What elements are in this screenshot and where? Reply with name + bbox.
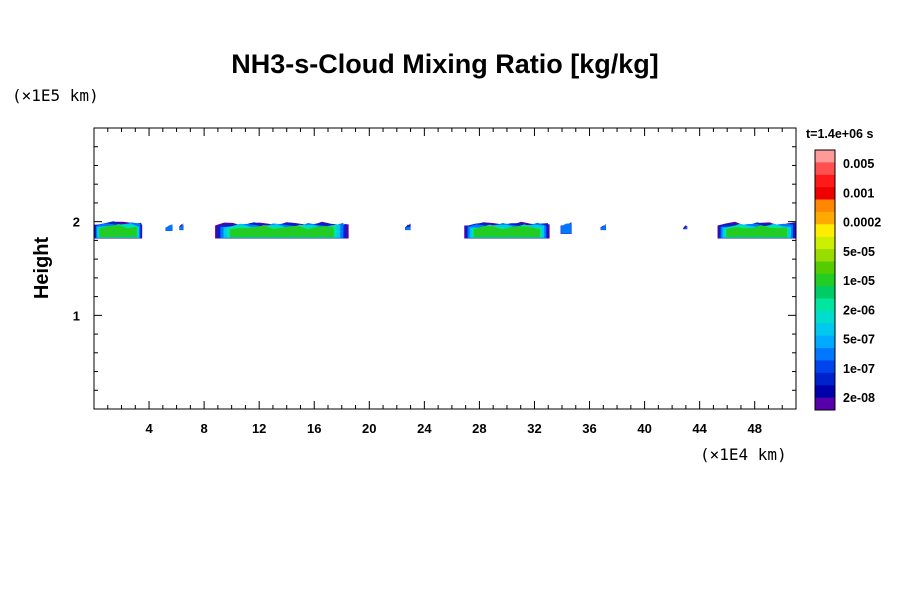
colorbar-swatch (815, 286, 835, 300)
colorbar-swatch (815, 385, 835, 399)
colorbar-swatch (815, 360, 835, 374)
cloud-segment (94, 221, 143, 239)
colorbar-swatch (815, 348, 835, 361)
x-tick-label: 16 (307, 421, 321, 436)
cloud-segment (165, 224, 173, 232)
x-tick-label: 32 (527, 421, 541, 436)
x-tick-label: 40 (637, 421, 651, 436)
x-unit-label: (×1E4 km) (700, 445, 787, 464)
colorbar-swatch (815, 150, 835, 163)
colorbar-swatch (815, 261, 835, 275)
x-tick-label: 28 (472, 421, 486, 436)
cloud-contour-band (165, 224, 173, 231)
colorbar-swatch (815, 372, 835, 386)
cloud-contour-band (473, 226, 541, 238)
time-label: t=1.4e+06 s (806, 127, 873, 141)
colorbar-label: 5e-05 (843, 245, 875, 259)
colorbar-swatch (815, 323, 835, 337)
cloud-segment (683, 225, 688, 230)
y-axis-label: Height (31, 237, 53, 300)
x-tick-label: 44 (692, 421, 707, 436)
cloud-contour-band (683, 225, 688, 230)
x-tick-label: 8 (201, 421, 208, 436)
cloud-contour-band (405, 226, 411, 230)
colorbar-label: 1e-05 (843, 274, 875, 288)
colorbar-label: 5e-07 (843, 333, 875, 347)
y-tick-label: 2 (73, 215, 80, 230)
colorbar-label: 0.0002 (843, 216, 881, 230)
cloud-contour-band (99, 225, 137, 238)
cloud-segment (215, 221, 349, 239)
colorbar-label: 1e-07 (843, 362, 875, 376)
colorbar-swatch (815, 273, 835, 287)
cloud-segment (464, 221, 550, 239)
colorbar-label: 2e-06 (843, 303, 875, 317)
chart-title: NH3-s-Cloud Mixing Ratio [kg/kg] (231, 49, 659, 79)
colorbar-swatch (815, 249, 835, 262)
colorbar-swatch (815, 224, 835, 238)
y-unit-label: (×1E5 km) (12, 86, 99, 105)
y-tick-label: 1 (73, 308, 80, 323)
x-tick-label: 12 (252, 421, 266, 436)
x-tick-label: 36 (582, 421, 596, 436)
colorbar-frame (814, 149, 836, 411)
cloud-segment (560, 222, 572, 234)
cloud-contour-band (179, 223, 184, 230)
plot-frame (93, 127, 797, 410)
x-tick-label: 48 (747, 421, 761, 436)
cloud-segment (179, 223, 184, 231)
colorbar-swatch (815, 199, 835, 213)
x-tick-label: 4 (145, 421, 153, 436)
cloud-field (94, 221, 796, 239)
colorbar-swatch (815, 211, 835, 225)
cloud-contour-band (600, 223, 606, 230)
colorbar-swatch (815, 236, 835, 250)
colorbar-swatch (815, 310, 835, 324)
colorbar-swatch (815, 187, 835, 201)
colorbar-swatch (815, 174, 835, 188)
x-tick-label: 24 (417, 421, 432, 436)
colorbar-label: 0.005 (843, 157, 874, 171)
cloud-contour-band (726, 225, 788, 238)
colorbar-swatch (815, 335, 835, 349)
cloud-segment (405, 223, 411, 231)
colorbar-label: 2e-08 (843, 391, 875, 405)
x-tick-label: 20 (362, 421, 376, 436)
cloud-contour-band (230, 225, 334, 238)
cloud-segment (717, 221, 796, 239)
colorbar-swatch (815, 397, 835, 411)
cloud-segment (600, 223, 607, 231)
colorbar-label: 0.001 (843, 186, 874, 200)
colorbar-swatch (815, 298, 835, 312)
colorbar: 0.005 0.001 0.0002 5e-05 1e-05 2e-06 5e-07 1e-0… (814, 149, 881, 411)
cloud-contour-band (561, 223, 572, 234)
colorbar-swatch (815, 162, 835, 176)
